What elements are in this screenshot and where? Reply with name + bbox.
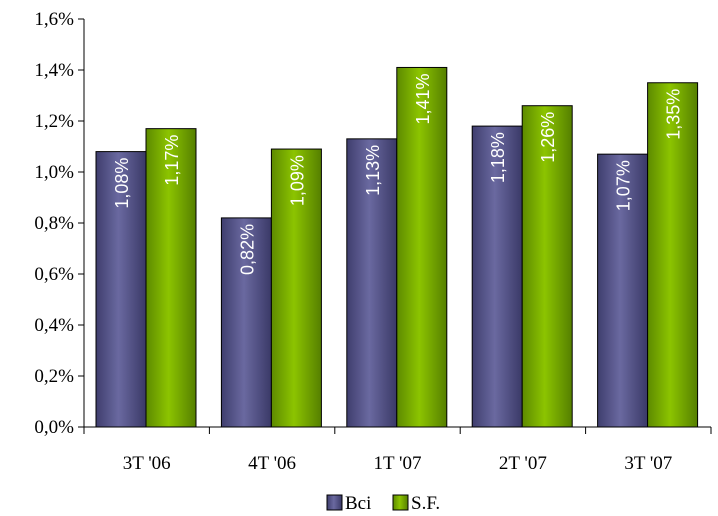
y-tick-label: 0,2% (34, 366, 74, 387)
bar-sf (521, 105, 573, 428)
data-label: 1,35% (664, 89, 684, 140)
y-tick-label: 1,6% (34, 9, 74, 30)
bar-sf (270, 148, 322, 428)
y-axis: 0,0% 0,2% 0,4% 0,6% 0,8% 1,0% 1,2% 1,4% 1,6% (34, 9, 85, 438)
data-labels: 1,08% 0,82% 1,13% 1,18% 1,07% 1,17% 1,09% 1,41%… (112, 73, 684, 274)
bar-bci (346, 138, 398, 428)
data-label: 1,17% (162, 135, 182, 186)
data-label: 1,09% (287, 155, 307, 206)
y-tick-label: 0,4% (34, 315, 74, 336)
legend-label-bci: Bci (345, 493, 371, 514)
data-label: 1,41% (413, 73, 433, 124)
legend: Bci S.F. (326, 493, 440, 514)
x-tick-label: 2T '07 (499, 453, 547, 474)
legend-swatch-bci (326, 494, 343, 511)
bar-sf (647, 82, 699, 428)
x-axis: 3T '06 4T '06 1T '07 2T '07 3T '07 (83, 426, 712, 474)
y-tick-label: 0,8% (34, 213, 74, 234)
y-tick-label: 1,0% (34, 162, 74, 183)
y-tick-label: 0,6% (34, 264, 74, 285)
bar-sf (145, 128, 197, 428)
y-tick-label: 1,4% (34, 60, 74, 81)
legend-swatch-sf (392, 494, 409, 511)
data-label: 1,07% (614, 160, 634, 211)
x-tick-label: 3T '07 (624, 453, 672, 474)
x-tick-label: 3T '06 (123, 453, 171, 474)
data-label: 0,82% (237, 224, 257, 275)
y-tick-label: 0,0% (34, 417, 74, 438)
data-label: 1,13% (363, 145, 383, 196)
bar-sf (396, 66, 448, 428)
bar-bci (220, 217, 272, 428)
bars (95, 66, 699, 428)
legend-label-sf: S.F. (411, 493, 440, 514)
x-tick-label: 1T '07 (374, 453, 422, 474)
bar-bci (95, 151, 147, 428)
y-tick-label: 1,2% (34, 111, 74, 132)
data-label: 1,26% (538, 112, 558, 163)
data-label: 1,08% (112, 158, 132, 209)
x-tick-label: 4T '06 (248, 453, 296, 474)
data-label: 1,18% (488, 132, 508, 183)
